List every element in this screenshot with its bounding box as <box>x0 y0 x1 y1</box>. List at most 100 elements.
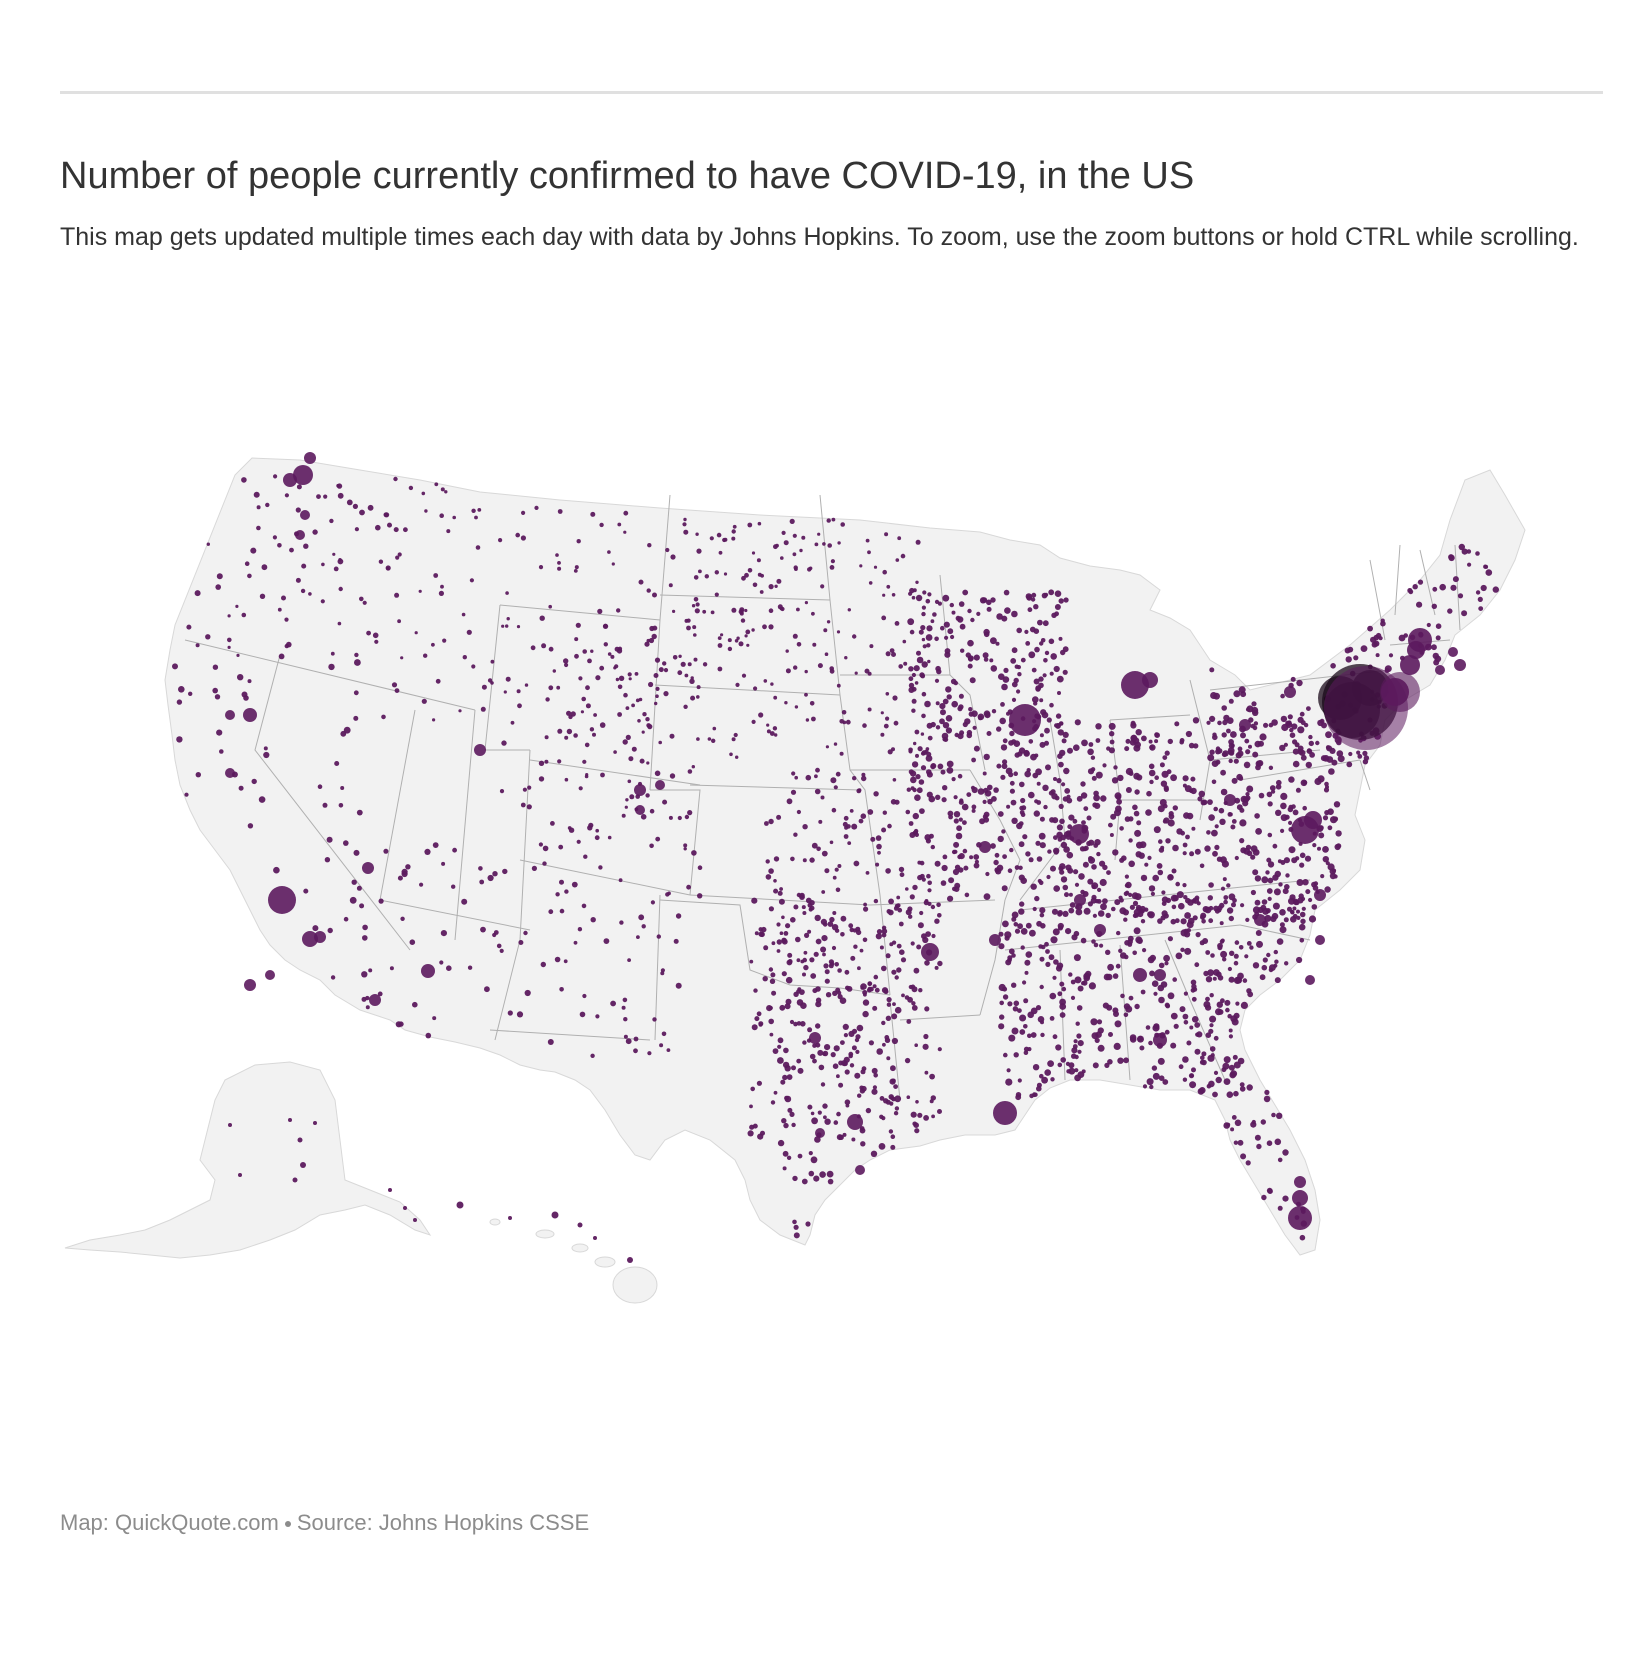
county-bubble <box>578 676 583 681</box>
county-bubble <box>1162 819 1168 824</box>
county-bubble <box>1013 1000 1020 1007</box>
county-bubble <box>1292 760 1300 768</box>
county-bubble <box>811 611 815 616</box>
map-container[interactable] <box>60 440 1605 1360</box>
county-bubble <box>1003 667 1009 673</box>
county-bubble <box>896 967 902 973</box>
county-bubble <box>1206 720 1211 725</box>
county-bubble <box>744 634 748 638</box>
county-bubble <box>1184 785 1192 793</box>
county-bubble <box>930 1095 936 1101</box>
county-bubble <box>1209 667 1215 673</box>
county-bubble <box>582 993 587 999</box>
county-bubble <box>625 1038 632 1045</box>
county-bubble <box>1210 692 1218 699</box>
county-bubble <box>796 642 802 647</box>
county-bubble <box>868 581 873 585</box>
county-bubble <box>969 855 974 860</box>
county-bubble <box>1278 882 1283 887</box>
county-bubble <box>480 706 486 712</box>
county-bubble <box>756 558 761 563</box>
county-bubble <box>817 663 823 669</box>
county-bubble <box>1274 977 1281 984</box>
county-bubble <box>1331 759 1338 766</box>
county-bubble <box>782 1166 787 1171</box>
county-bubble <box>983 753 990 761</box>
county-bubble <box>1244 954 1249 959</box>
county-bubble <box>818 1064 825 1071</box>
county-bubble <box>872 984 877 989</box>
county-bubble <box>781 530 786 535</box>
county-bubble <box>1315 740 1320 746</box>
county-bubble <box>1013 1052 1019 1058</box>
county-bubble <box>1129 904 1135 910</box>
us-county-bubble-map[interactable] <box>60 440 1605 1360</box>
county-bubble <box>789 1111 795 1117</box>
county-bubble <box>1195 932 1201 938</box>
county-bubble <box>889 648 895 653</box>
county-bubble <box>559 879 564 885</box>
hotspot-bubble <box>1305 975 1315 985</box>
county-bubble <box>322 802 328 808</box>
county-bubble <box>1480 584 1487 592</box>
county-bubble <box>1308 897 1313 903</box>
county-bubble <box>813 951 819 957</box>
county-bubble <box>923 900 929 906</box>
county-bubble <box>908 769 914 775</box>
county-bubble <box>827 543 832 548</box>
county-bubble <box>564 889 569 894</box>
county-bubble <box>228 1123 232 1127</box>
county-bubble <box>1199 1087 1206 1094</box>
county-bubble <box>1161 890 1166 895</box>
county-bubble <box>669 773 676 779</box>
county-bubble <box>574 565 579 570</box>
county-bubble <box>822 952 826 957</box>
county-bubble <box>990 637 997 645</box>
county-bubble <box>925 634 933 641</box>
county-bubble <box>665 547 670 553</box>
county-bubble <box>835 887 841 893</box>
county-bubble <box>1492 586 1500 593</box>
county-bubble <box>412 1001 418 1008</box>
county-bubble <box>769 1032 774 1037</box>
county-bubble <box>747 568 753 573</box>
county-bubble <box>1044 1069 1051 1076</box>
county-bubble <box>1284 961 1289 966</box>
county-bubble <box>451 884 456 889</box>
county-bubble <box>996 726 1002 732</box>
county-bubble <box>982 799 987 804</box>
county-bubble <box>1213 1070 1219 1075</box>
county-bubble <box>1014 664 1019 669</box>
county-bubble <box>1116 798 1122 805</box>
county-bubble <box>313 1121 317 1125</box>
county-bubble <box>1032 906 1037 912</box>
county-bubble <box>814 914 821 922</box>
county-bubble <box>886 1002 892 1007</box>
county-bubble <box>542 845 549 852</box>
county-bubble <box>888 1094 894 1100</box>
county-bubble <box>999 1000 1004 1006</box>
state-border <box>654 894 661 1041</box>
state-border <box>969 769 1021 901</box>
county-bubble <box>1171 904 1177 910</box>
county-bubble <box>328 663 335 671</box>
county-bubble <box>1011 953 1016 958</box>
county-bubble <box>1019 1014 1027 1022</box>
county-bubble <box>860 1141 866 1147</box>
county-bubble <box>338 586 343 592</box>
county-bubble <box>1025 851 1031 857</box>
county-bubble <box>1002 994 1009 1000</box>
county-bubble <box>881 932 887 938</box>
county-bubble <box>774 584 778 588</box>
county-bubble <box>1012 1006 1019 1012</box>
county-bubble <box>343 916 349 922</box>
county-bubble <box>1290 676 1296 682</box>
county-bubble <box>582 649 587 654</box>
county-bubble <box>1329 747 1336 754</box>
county-bubble <box>829 565 835 570</box>
county-bubble <box>1092 802 1098 808</box>
county-bubble <box>858 818 864 824</box>
county-bubble <box>1216 856 1223 862</box>
county-bubble <box>793 1021 798 1027</box>
county-bubble <box>865 538 870 543</box>
